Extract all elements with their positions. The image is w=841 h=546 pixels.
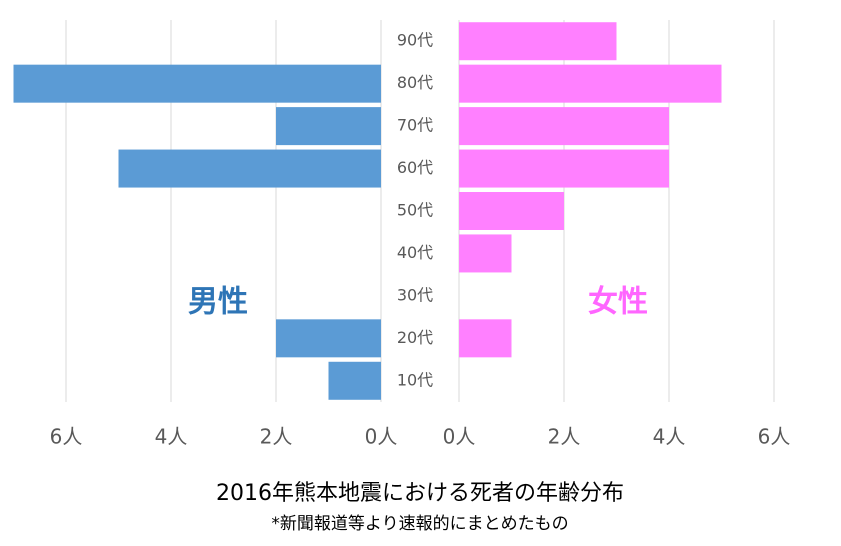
category-label: 20代 (397, 328, 433, 347)
x-tick-label: 2人 (260, 425, 293, 449)
bar (459, 192, 564, 230)
bar (276, 107, 381, 146)
category-label: 60代 (397, 158, 433, 177)
x-tick-label: 0人 (365, 425, 398, 449)
bar (459, 149, 669, 188)
bar (118, 149, 381, 188)
chart-title: 2016年熊本地震における死者の年齢分布 (216, 481, 624, 506)
bar (276, 319, 381, 358)
series-label: 男性 (188, 285, 248, 320)
x-tick-label: 6人 (758, 425, 791, 449)
category-label: 10代 (397, 370, 433, 389)
x-tick-label: 4人 (653, 425, 686, 449)
series-label: 女性 (588, 285, 648, 320)
bar (459, 64, 722, 103)
chart-subtitle: *新聞報道等より速報的にまとめたもの (271, 514, 568, 534)
bar (459, 234, 512, 273)
x-tick-label: 2人 (548, 425, 581, 449)
category-label: 40代 (397, 243, 433, 262)
bar (13, 64, 381, 103)
bar (459, 22, 617, 61)
bar (459, 107, 669, 146)
x-tick-label: 6人 (50, 425, 83, 449)
category-label: 30代 (397, 285, 433, 304)
bar (459, 319, 512, 358)
category-label: 80代 (397, 73, 433, 92)
category-label: 90代 (397, 31, 433, 50)
category-label: 50代 (397, 201, 433, 220)
x-tick-label: 4人 (155, 425, 188, 449)
x-tick-label: 0人 (443, 425, 476, 449)
bar (328, 361, 381, 400)
category-label: 70代 (397, 116, 433, 135)
